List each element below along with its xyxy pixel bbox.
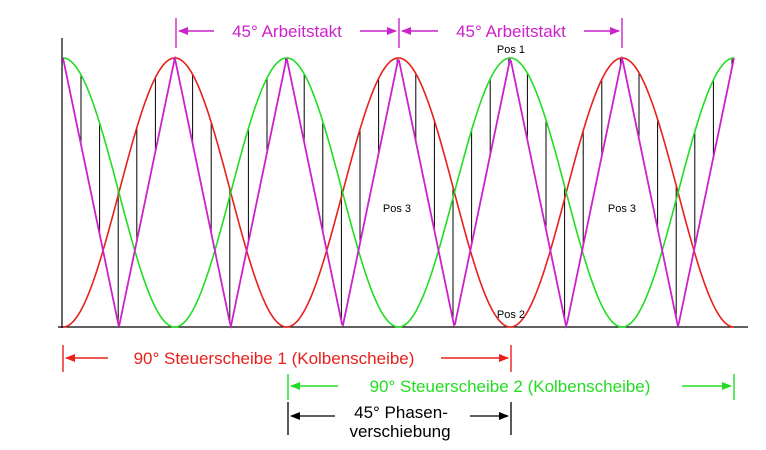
phase-shift-dimension (287, 402, 512, 435)
control-disc-1-label: 90° Steuerscheibe 1 (Kolbenscheibe) (134, 349, 415, 368)
pos1-label: Pos 1 (497, 44, 525, 56)
work-cycle-label-1: 45° Arbeitstakt (232, 22, 342, 41)
phase-shift-label-line2: verschiebung (349, 422, 450, 441)
pos2-label: Pos 2 (497, 309, 525, 321)
pos3-label-2: Pos 3 (608, 203, 636, 215)
control-disc-1-dimension (62, 345, 512, 372)
hatch-lines (80, 58, 733, 324)
phase-shift-label-line1: 45° Phasen- (354, 403, 448, 422)
curve-control-disc-2 (62, 57, 735, 328)
control-disc-2-dimension (287, 374, 735, 400)
work-cycle-dimension (175, 18, 623, 48)
control-disc-2-label: 90° Steuerscheibe 2 (Kolbenscheibe) (370, 377, 651, 396)
curve-combined (62, 55, 735, 329)
work-cycle-label-2: 45° Arbeitstakt (456, 22, 566, 41)
pos3-label-1: Pos 3 (383, 203, 411, 215)
curve-control-disc-1 (62, 57, 735, 328)
